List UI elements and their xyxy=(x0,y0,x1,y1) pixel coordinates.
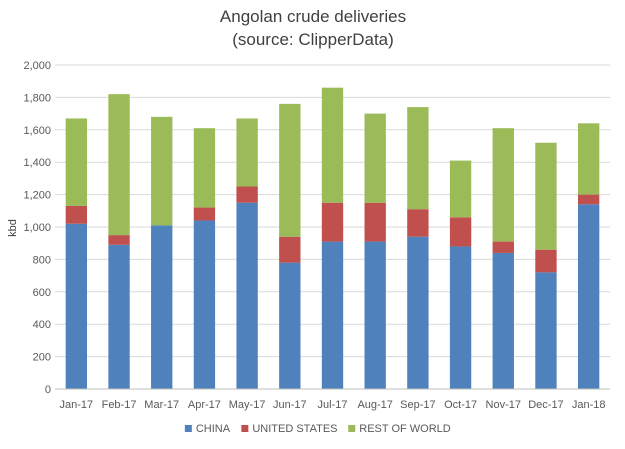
bar-segment-china xyxy=(65,223,88,389)
bar-segment-rest-of-world xyxy=(236,118,258,187)
bar-segment-china xyxy=(535,272,557,389)
bar-segment-rest-of-world xyxy=(407,107,429,210)
bar-segment-united-states xyxy=(279,236,301,263)
legend-swatch xyxy=(348,425,356,432)
bar-segment-united-states xyxy=(577,194,600,205)
bar-segment-rest-of-world xyxy=(321,87,344,203)
x-tick-label: Feb-17 xyxy=(102,399,137,411)
bar-segment-china xyxy=(236,202,258,389)
bar-segment-united-states xyxy=(321,202,344,242)
legend-swatch xyxy=(241,425,249,432)
bar-segment-rest-of-world xyxy=(577,123,600,195)
bar-segment-china xyxy=(492,252,514,389)
bar-segment-china xyxy=(108,244,130,389)
x-axis-ticks: Jan-17 Feb-17 Mar-17 Apr-17 May-17 Jun-17 Jul-… xyxy=(60,399,606,411)
x-tick-label: Sep-17 xyxy=(400,399,435,411)
bar-segment-rest-of-world xyxy=(364,113,386,203)
bar-series-group xyxy=(65,87,600,389)
y-tick-label: 1,000 xyxy=(23,222,51,234)
x-tick-label: Aug-17 xyxy=(357,399,392,411)
bar-segment-united-states xyxy=(492,241,514,253)
bar-segment-united-states xyxy=(236,186,258,203)
y-tick-label: 800 xyxy=(33,254,51,266)
x-tick-label: Nov-17 xyxy=(486,399,521,411)
bar-segment-rest-of-world xyxy=(65,118,88,206)
y-tick-label: 1,200 xyxy=(23,190,51,202)
bar-segment-rest-of-world xyxy=(108,94,130,236)
bar-segment-china xyxy=(364,241,386,389)
bar-segment-united-states xyxy=(108,235,130,245)
bar-segment-united-states xyxy=(449,217,472,247)
legend-label: REST OF WORLD xyxy=(359,423,451,435)
bar-segment-china xyxy=(577,204,600,389)
bar-segment-rest-of-world xyxy=(535,142,557,250)
y-tick-label: 200 xyxy=(33,352,51,364)
bar-segment-china xyxy=(321,241,344,389)
chart-subtitle: (source: ClipperData) xyxy=(232,30,394,49)
bar-segment-rest-of-world xyxy=(492,128,514,242)
y-tick-label: 0 xyxy=(45,384,51,396)
y-tick-label: 1,600 xyxy=(23,125,51,137)
x-tick-label: Oct-17 xyxy=(444,399,477,411)
y-tick-label: 600 xyxy=(33,287,51,299)
x-tick-label: Jun-17 xyxy=(273,399,307,411)
x-tick-label: Jul-17 xyxy=(318,399,348,411)
bar-segment-china xyxy=(449,246,472,389)
x-tick-label: Dec-17 xyxy=(528,399,563,411)
bar-segment-united-states xyxy=(65,205,88,224)
x-tick-label: Jan-17 xyxy=(60,399,94,411)
y-axis-label: kbd xyxy=(7,219,19,237)
bar-segment-rest-of-world xyxy=(449,160,472,218)
bar-segment-china xyxy=(193,220,216,389)
bar-segment-rest-of-world xyxy=(151,116,173,226)
bar-segment-rest-of-world xyxy=(279,103,301,237)
chart-legend: CHINA UNITED STATES REST OF WORLD xyxy=(184,423,451,435)
bar-segment-united-states xyxy=(193,207,216,221)
bar-segment-china xyxy=(279,262,301,389)
x-tick-label: Jan-18 xyxy=(572,399,606,411)
bar-segment-united-states xyxy=(535,249,557,273)
x-tick-label: Apr-17 xyxy=(188,399,221,411)
y-tick-label: 1,800 xyxy=(23,92,51,104)
bar-segment-china xyxy=(407,236,429,389)
y-tick-label: 2,000 xyxy=(23,60,51,72)
x-tick-label: Mar-17 xyxy=(144,399,179,411)
bar-segment-united-states xyxy=(407,209,429,237)
y-axis-ticks: 0 200 400 600 800 1,000 1,200 1,400 1,600 1,800 2,… xyxy=(23,60,51,396)
bar-segment-china xyxy=(151,225,173,389)
x-tick-label: May-17 xyxy=(229,399,266,411)
legend-label: UNITED STATES xyxy=(252,423,337,435)
chart-title: Angolan crude deliveries xyxy=(220,7,406,26)
bar-segment-rest-of-world xyxy=(193,128,216,208)
legend-swatch xyxy=(184,425,192,432)
legend-label: CHINA xyxy=(196,423,231,435)
y-tick-label: 400 xyxy=(33,319,51,331)
bar-segment-united-states xyxy=(364,202,386,242)
y-tick-label: 1,400 xyxy=(23,157,51,169)
